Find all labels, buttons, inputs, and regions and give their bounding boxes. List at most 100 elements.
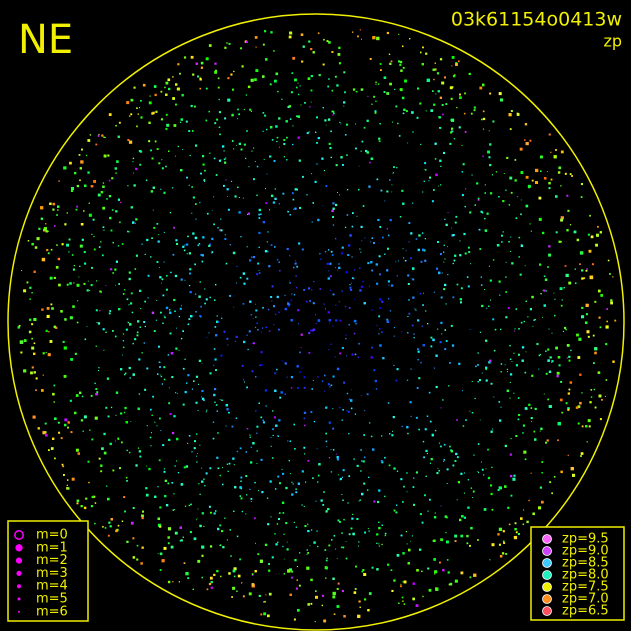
star	[201, 396, 202, 398]
star	[289, 282, 291, 284]
star	[158, 162, 161, 165]
star	[122, 293, 125, 295]
star	[508, 204, 511, 206]
star	[175, 347, 178, 350]
star	[318, 463, 321, 466]
star	[100, 191, 104, 194]
star	[548, 187, 551, 190]
star	[299, 351, 301, 354]
star	[576, 333, 579, 337]
star	[165, 288, 168, 291]
star	[231, 596, 233, 598]
star	[214, 69, 218, 73]
star	[533, 430, 536, 433]
star	[455, 452, 458, 456]
star	[378, 489, 381, 492]
star	[449, 86, 453, 90]
star	[559, 287, 563, 290]
star	[310, 329, 312, 332]
star	[238, 197, 240, 198]
star	[27, 240, 30, 242]
star	[456, 419, 458, 421]
star	[298, 159, 301, 162]
star	[66, 484, 68, 486]
star	[303, 376, 306, 379]
star	[222, 467, 223, 469]
star	[245, 451, 247, 453]
star	[265, 188, 266, 190]
star	[418, 377, 421, 380]
star	[325, 124, 327, 126]
star	[111, 209, 114, 211]
star	[29, 286, 32, 289]
star	[363, 434, 365, 436]
star	[242, 595, 245, 598]
star	[289, 255, 291, 257]
star	[543, 275, 546, 277]
star	[165, 306, 169, 310]
star	[497, 489, 500, 491]
legend-zp-symbol	[542, 558, 552, 568]
star	[396, 470, 399, 472]
star	[375, 388, 378, 390]
image-id: 03k61154o0413w	[451, 9, 622, 31]
star	[346, 392, 349, 395]
star	[494, 328, 497, 331]
star	[110, 229, 113, 232]
star	[342, 476, 343, 478]
star	[328, 249, 330, 251]
star	[579, 263, 581, 265]
star	[566, 194, 569, 197]
star	[383, 76, 387, 79]
star	[200, 253, 203, 256]
star	[410, 278, 412, 279]
star	[545, 350, 547, 352]
star	[292, 483, 294, 485]
star	[143, 342, 145, 344]
star	[132, 373, 135, 376]
star	[362, 280, 364, 283]
star	[222, 546, 225, 549]
star	[201, 480, 204, 483]
star	[524, 458, 527, 461]
star	[162, 294, 165, 297]
star	[332, 325, 334, 327]
star	[264, 600, 266, 603]
star	[194, 263, 196, 266]
star	[513, 535, 518, 540]
star	[201, 545, 205, 549]
star	[424, 238, 426, 240]
star	[417, 348, 419, 351]
star	[358, 600, 361, 603]
star	[268, 569, 271, 572]
star	[294, 559, 297, 562]
star	[525, 204, 529, 208]
star	[604, 395, 606, 397]
star	[204, 288, 206, 290]
star	[296, 188, 298, 191]
star	[403, 580, 407, 584]
star	[454, 534, 458, 538]
star	[378, 137, 381, 140]
star	[482, 155, 484, 157]
star	[228, 42, 231, 45]
star	[589, 214, 591, 217]
star	[196, 455, 197, 457]
star	[197, 244, 200, 247]
star	[172, 76, 174, 78]
star	[451, 227, 453, 229]
star	[274, 416, 276, 419]
star	[441, 333, 443, 335]
star	[248, 592, 252, 596]
star	[45, 351, 47, 354]
star	[554, 298, 556, 300]
star	[102, 526, 104, 528]
star	[306, 549, 308, 551]
star	[403, 485, 405, 488]
star	[312, 328, 316, 331]
star	[228, 462, 231, 465]
star	[179, 307, 182, 310]
star	[278, 328, 280, 331]
star	[505, 276, 507, 278]
star	[518, 353, 520, 356]
